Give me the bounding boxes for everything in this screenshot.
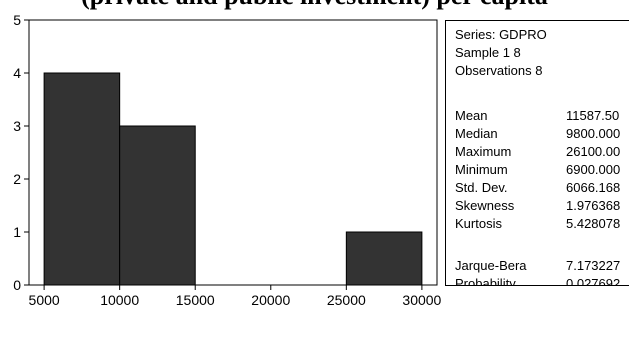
stats-series-name: Series: GDPRO [455,27,547,42]
stats-row-label: Maximum [455,144,512,159]
stats-row: Mean 11587.50 [455,108,619,123]
x-tick-label: 20000 [251,292,290,308]
stats-row-value: 6900.000 [566,162,621,177]
stats-row: Kurtosis 5.428078 [455,216,620,231]
stats-row-label: Mean [455,108,488,123]
histogram-bar-5000-10000 [43,72,121,286]
x-tick-label: 10000 [100,292,139,308]
stats-row-label: Minimum [455,162,508,177]
stats-row: Probability 0.027692 [455,276,621,286]
stats-row-label: Kurtosis [455,216,502,231]
stats-row-label: Probability [455,276,516,286]
stats-row-value: 7.173227 [566,258,621,273]
y-tick-label: 0 [13,277,21,293]
stats-row-label: Median [455,126,498,141]
stats-row: Skewness 1.976368 [455,198,620,213]
x-tick-label: 30000 [402,292,441,308]
stats-row: Maximum 26100.00 [455,144,620,159]
y-tick-label: 1 [13,224,21,240]
stats-row-value: 0.027692 [566,276,621,286]
stats-sample: Sample 1 8 [455,45,521,60]
descriptive-statistics-panel: Series: GDPRO Sample 1 8 Observations 8 … [445,20,629,286]
stats-row-value: 11587.50 [566,108,620,123]
y-tick-label: 3 [13,118,21,134]
histogram-bars [43,72,423,286]
y-tick-label: 5 [13,12,21,28]
chart-title: (private and public investment) per capi… [0,0,629,11]
stats-row-value: 26100.00 [566,144,621,159]
histogram-bar-10000-15000 [119,125,196,286]
histogram-bar-25000-30000 [345,231,423,286]
stats-row-label: Skewness [455,198,515,213]
y-axis: 0 1 2 3 4 5 [13,12,29,293]
stats-row: Jarque-Bera 7.173227 [455,258,620,273]
plot-frame [28,19,438,286]
stats-row-value: 6066.168 [566,180,621,195]
stats-row-value: 5.428078 [566,216,621,231]
stats-row-label: Std. Dev. [455,180,508,195]
stats-row-value: 1.976368 [566,198,621,213]
stats-row-label: Jarque-Bera [455,258,527,273]
y-tick-label: 4 [13,65,21,81]
x-tick-label: 25000 [327,292,366,308]
x-tick-label: 5000 [29,292,60,308]
stats-row: Median 9800.000 [455,126,620,141]
x-tick-label: 15000 [176,292,215,308]
x-axis: 5000 10000 15000 20000 25000 30000 [29,285,442,308]
stats-observations: Observations 8 [455,63,543,78]
y-tick-label: 2 [13,171,21,187]
stats-row-value: 9800.000 [566,126,621,141]
stats-row: Minimum 6900.000 [455,162,620,177]
stats-row: Std. Dev. 6066.168 [455,180,620,195]
